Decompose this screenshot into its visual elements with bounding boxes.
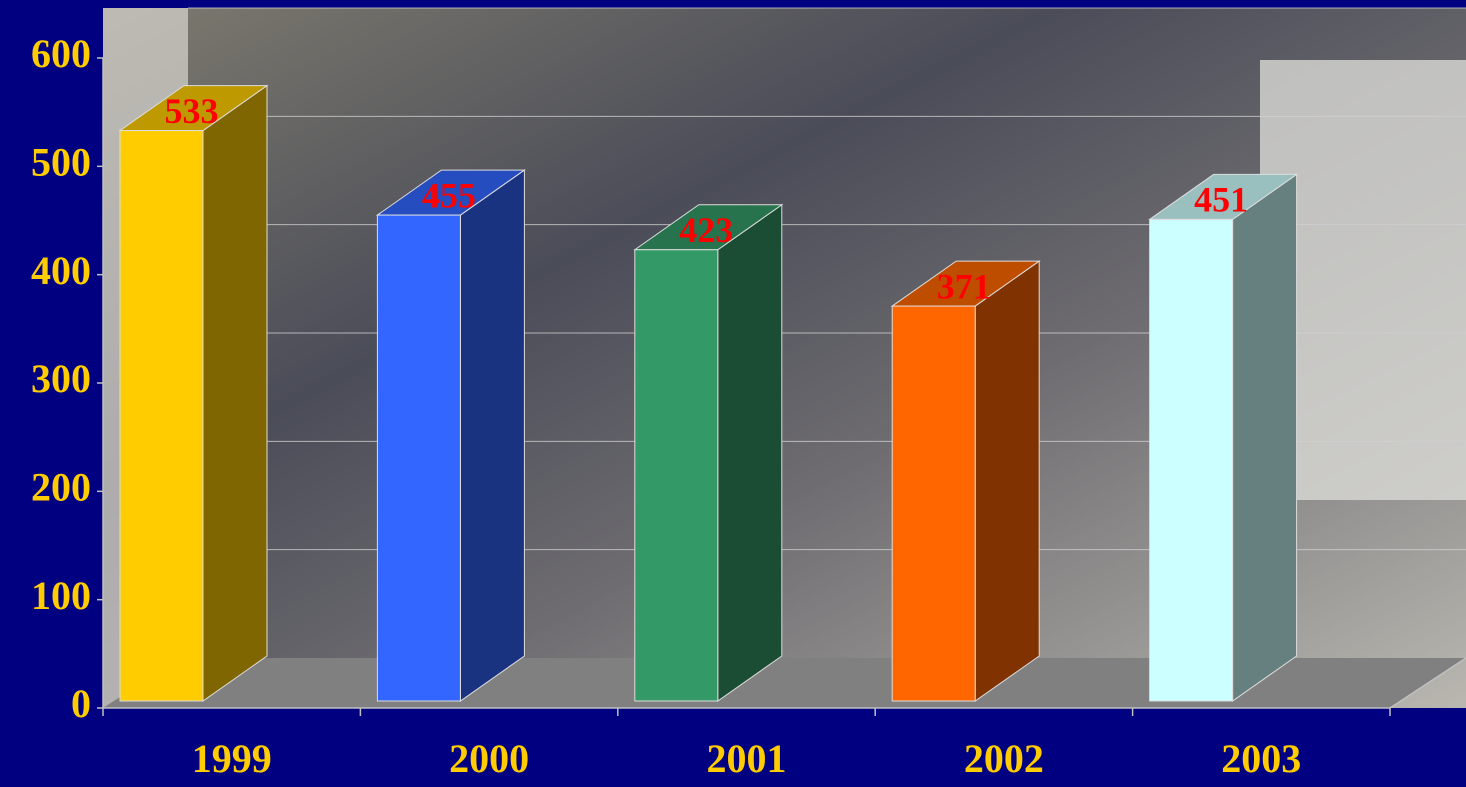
bar-side [459,169,525,702]
bar [891,305,976,702]
y-tick-label: 100 [31,573,91,618]
y-tick-label: 300 [31,356,91,401]
bar-side [974,260,1040,702]
value-label: 455 [422,175,476,215]
bar-side [202,84,268,702]
y-tick-label: 600 [31,31,91,76]
y-tick-label: 500 [31,140,91,185]
bar [376,214,461,702]
y-tick-label: 400 [31,248,91,293]
value-label: 371 [937,266,991,306]
bar-side [717,203,783,702]
value-label: 533 [165,91,219,131]
x-tick-label: 2002 [964,736,1044,781]
bar [1149,218,1234,702]
x-tick-label: 2001 [707,736,787,781]
floor-edge [1389,657,1466,709]
value-label: 423 [679,210,733,250]
y-tick-label: 200 [31,465,91,510]
bar-side [1232,173,1298,702]
bar [119,130,204,702]
bar [634,249,719,702]
y-tick-label: 0 [71,681,91,726]
value-label: 451 [1194,180,1248,220]
x-tick-label: 1999 [192,736,272,781]
x-tick-label: 2003 [1221,736,1301,781]
x-tick-label: 2000 [449,736,529,781]
